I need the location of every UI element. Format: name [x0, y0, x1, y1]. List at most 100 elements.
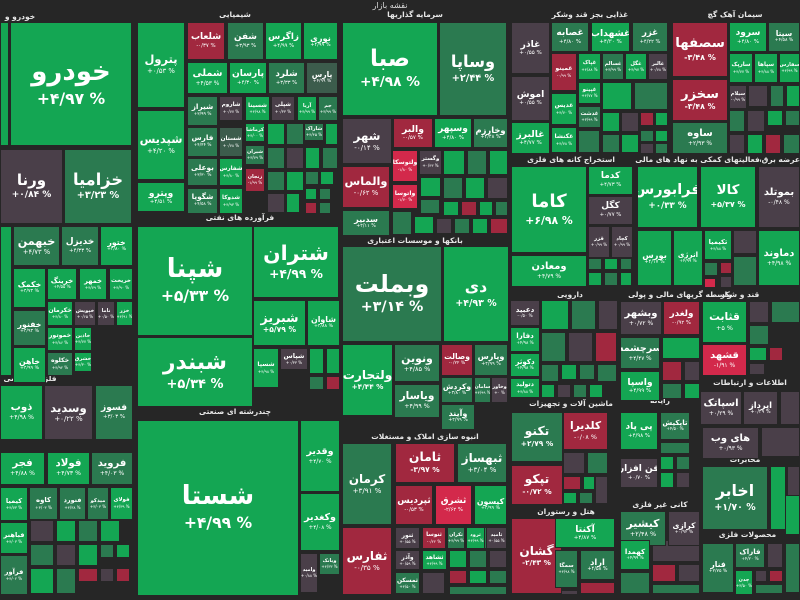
stock-tile[interactable]: قشهد -۱/۹۱ %	[702, 344, 747, 376]
stock-tile-small[interactable]	[443, 177, 463, 199]
stock-tile-small[interactable]	[319, 188, 331, 200]
stock-tile-small[interactable]	[571, 300, 596, 330]
stock-tile[interactable]: اپرداز +۰/۲۹ %	[743, 391, 778, 425]
stock-tile-small[interactable]	[767, 543, 783, 568]
stock-tile[interactable]: شبندر +۵/۳۴ %	[137, 337, 253, 407]
stock-tile[interactable]: سرچشمه +۴/۴۷ %	[620, 337, 660, 369]
stock-tile[interactable]: آریا +۴/۹۹ %	[297, 96, 317, 121]
stock-tile[interactable]: کیسون +۴/۹۹ %	[474, 485, 507, 525]
stock-tile[interactable]: خکلوه +۴/۹۲ %	[47, 352, 73, 376]
stock-tile[interactable]: غاذر +۰/۵۵ %	[511, 22, 550, 74]
stock-tile[interactable]: آکنتا +۴/۸۷ %	[555, 518, 615, 548]
stock-tile-small[interactable]	[655, 130, 668, 142]
stock-tile-small[interactable]	[749, 301, 769, 323]
stock-tile[interactable]: سامان +۴/۹۹ %	[474, 377, 491, 403]
stock-tile-small[interactable]	[765, 134, 781, 154]
stock-tile-small[interactable]	[579, 364, 595, 380]
stock-tile-small[interactable]	[541, 300, 569, 330]
stock-tile[interactable]: گشان -۲/۴۳ %	[511, 518, 562, 594]
stock-tile-small[interactable]	[267, 171, 285, 191]
stock-tile-small[interactable]	[769, 570, 783, 582]
stock-tile-small[interactable]	[662, 383, 682, 399]
stock-tile[interactable]: کیمیا +۴/۷۳ %	[0, 487, 28, 521]
stock-tile-small[interactable]	[422, 572, 445, 594]
stock-tile[interactable]: خکرمان +۴/۸۰ %	[47, 301, 73, 326]
stock-tile-small[interactable]	[487, 177, 508, 199]
stock-tile-small[interactable]	[589, 384, 603, 398]
stock-tile[interactable]: فنار +۲/۷۵ %	[702, 543, 734, 593]
stock-tile-small[interactable]	[489, 550, 507, 568]
stock-tile[interactable]: خشرق +۴/۳۰ %	[74, 352, 92, 372]
stock-tile[interactable]: ورنا +۰/۸۴ %	[0, 149, 63, 224]
stock-tile-small[interactable]	[678, 564, 700, 582]
stock-tile-small[interactable]	[602, 134, 620, 153]
stock-tile-small[interactable]	[704, 262, 718, 276]
stock-tile-small[interactable]	[30, 544, 54, 566]
stock-tile[interactable]: خودرو +۴/۹۷ %	[10, 22, 132, 146]
stock-tile-small[interactable]	[583, 476, 595, 490]
stock-tile-small[interactable]	[660, 442, 690, 454]
stock-tile-small[interactable]	[652, 564, 676, 582]
stock-tile[interactable]: وخاور +۰ %	[491, 377, 508, 403]
stock-tile-small[interactable]	[761, 427, 800, 457]
stock-tile[interactable]: سپاها +۴/۸۸ %	[754, 53, 778, 83]
stock-tile-small[interactable]	[56, 544, 76, 566]
stock-tile[interactable]: خکمک +۴/۷۳ %	[13, 268, 46, 308]
stock-tile-small[interactable]	[748, 85, 768, 107]
stock-tile-small[interactable]	[489, 570, 507, 584]
stock-tile[interactable]: نوری +۴/۹۹ %	[303, 22, 338, 60]
stock-tile[interactable]: ثکران +۴/۹۹ %	[447, 527, 465, 549]
stock-tile[interactable]: فولای +۴/۳۹ %	[110, 487, 133, 520]
stock-tile[interactable]: وآیند +۴/۹۹ %	[441, 404, 475, 430]
stock-tile[interactable]: غپاک +۴/۸۸ %	[578, 53, 601, 80]
stock-tile[interactable]: سرود +۴/۸۰ %	[729, 22, 767, 52]
stock-tile-small[interactable]	[100, 544, 114, 558]
stock-tile-small[interactable]	[563, 476, 581, 490]
stock-tile-small[interactable]	[267, 123, 285, 145]
stock-tile[interactable]: خفنور +۴/۹۳ %	[13, 310, 46, 346]
stock-tile[interactable]: شیران +۳/۷۹ %	[245, 145, 265, 165]
stock-tile[interactable]: سارپک +۴/۷۷ %	[729, 53, 753, 83]
stock-tile-small[interactable]	[443, 150, 465, 175]
stock-tile-small[interactable]	[541, 332, 566, 362]
stock-tile[interactable]: وکردش +۳/۸۰ %	[441, 377, 473, 403]
stock-tile[interactable]: پترول +۰/۵۳ %	[137, 22, 185, 108]
stock-tile[interactable]: فولاد +۴/۷۳ %	[47, 452, 90, 485]
stock-tile[interactable]: شپدیس +۴/۲۰ %	[137, 110, 185, 180]
stock-tile-small[interactable]	[443, 201, 459, 216]
stock-tile-small[interactable]	[78, 544, 98, 566]
stock-tile[interactable]: ثنور +۰/۵۵ %	[395, 527, 420, 549]
stock-tile[interactable]: وسپهر +۴/۸۰ %	[434, 118, 472, 148]
stock-tile-small[interactable]	[587, 452, 608, 474]
stock-tile[interactable]: اموش +۰/۵۵ %	[511, 76, 550, 121]
stock-tile[interactable]: شفارس +۴/۸۰ %	[219, 158, 243, 186]
stock-tile[interactable]: ثبهساز +۳/۰۴ %	[457, 443, 507, 483]
stock-tile[interactable]: شستا +۴/۹۹ %	[137, 420, 299, 596]
stock-tile-small[interactable]	[749, 325, 769, 345]
stock-tile-small[interactable]	[469, 570, 487, 584]
stock-tile-small[interactable]	[449, 570, 467, 584]
stock-tile-small[interactable]	[785, 495, 800, 535]
stock-tile-small[interactable]	[469, 550, 487, 568]
stock-tile[interactable]: شستان +۰/۷۸ %	[219, 127, 243, 157]
stock-tile[interactable]: های وب +۰/۹۳ %	[702, 427, 759, 459]
stock-tile[interactable]: شلعاب -۰/۳۷ %	[187, 22, 225, 60]
stock-tile-small[interactable]	[309, 376, 324, 390]
stock-tile[interactable]: وساپا +۲/۴۴ %	[439, 22, 507, 116]
stock-tile[interactable]: جم +۳/۹۹ %	[318, 96, 338, 121]
stock-tile-small[interactable]	[785, 543, 800, 593]
stock-tile[interactable]: والماس -۰/۶۲ %	[342, 166, 390, 208]
stock-tile[interactable]: تکنو +۲/۷۹ %	[511, 412, 563, 462]
stock-tile-small[interactable]	[495, 201, 508, 216]
stock-tile[interactable]: اراد +۴/۵۸ %	[580, 550, 615, 580]
stock-tile[interactable]: زنجان -۱/۹۹ %	[245, 168, 265, 192]
stock-tile-small[interactable]	[420, 177, 441, 197]
stock-tile-small[interactable]	[604, 258, 618, 270]
stock-tile[interactable]: انرژی +۴/۹۹ %	[673, 230, 703, 286]
stock-tile[interactable]: ولتجارت +۴/۴۴ %	[342, 344, 393, 416]
stock-tile[interactable]: ثمسکن +۴/۵۰ %	[395, 572, 420, 594]
stock-tile[interactable]: ولغدر -۰/۹۲ %	[663, 301, 700, 335]
stock-tile[interactable]: شگویا +۴/۵۸ %	[187, 188, 218, 214]
stock-tile-small[interactable]	[733, 256, 757, 286]
stock-tile-small[interactable]	[116, 568, 130, 582]
